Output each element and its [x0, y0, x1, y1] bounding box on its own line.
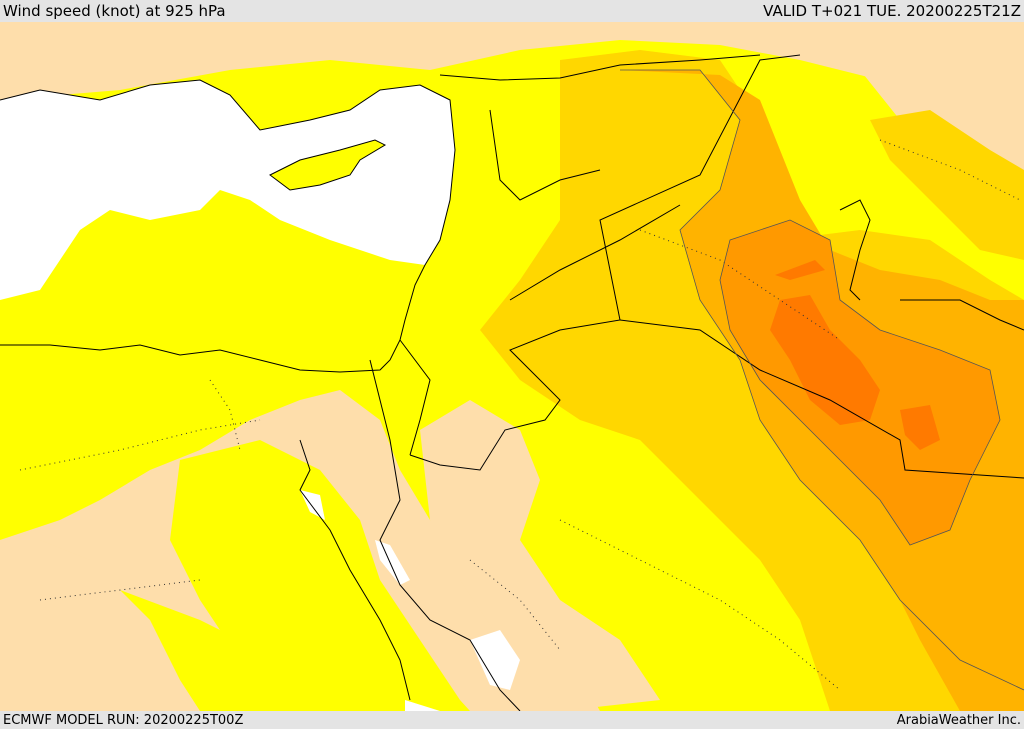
wind-contours — [620, 69, 1024, 691]
calm-sea-gulf-of-suez — [300, 490, 325, 520]
model-run: ECMWF MODEL RUN: 20200225T00Z — [3, 712, 244, 728]
calm-land-patch — [0, 540, 200, 711]
map-footer: ECMWF MODEL RUN: 20200225T00Z ArabiaWeat… — [0, 711, 1024, 729]
calm-sea-mediterranean — [0, 80, 455, 300]
wind-speed-map — [0, 22, 1024, 711]
credit: ArabiaWeather Inc. — [896, 712, 1021, 728]
calm-sea-red-sea — [375, 540, 410, 585]
map-header: Wind speed (knot) at 925 hPa VALID T+021… — [0, 0, 1024, 22]
borders — [0, 54, 1024, 711]
wind-zone-max — [775, 260, 825, 280]
wind-zone-max — [770, 295, 880, 425]
wind-zone-yellow-west — [170, 440, 470, 711]
calm-sea-strip — [405, 700, 440, 711]
calm-sea-red-sea-south — [470, 630, 520, 690]
valid-time: VALID T+021 TUE. 20200225T21Z — [763, 2, 1021, 20]
cyprus-island — [269, 139, 387, 191]
wind-zone-max — [900, 405, 940, 450]
wind-zone-gold-north — [870, 110, 1024, 260]
province-lines — [19, 139, 1021, 691]
map-title: Wind speed (knot) at 925 hPa — [3, 2, 226, 20]
calm-land-patch — [420, 400, 660, 711]
